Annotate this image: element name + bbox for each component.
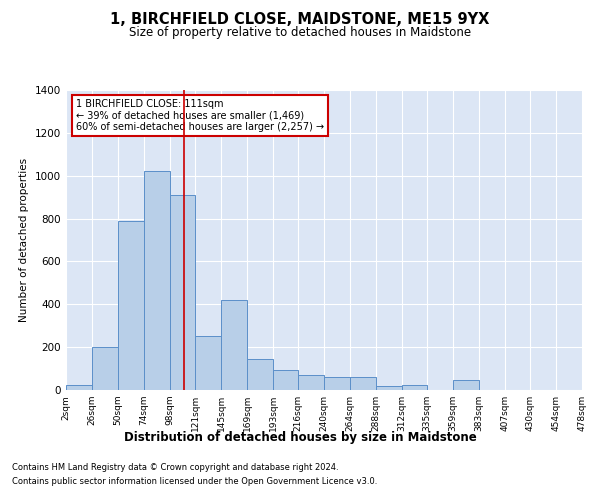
Bar (118, 220, 144, 390)
Bar (298, 375, 324, 390)
Text: 1 BIRCHFIELD CLOSE: 111sqm
← 39% of detached houses are smaller (1,469)
60% of s: 1 BIRCHFIELD CLOSE: 111sqm ← 39% of deta… (76, 99, 325, 132)
Bar (350, 377, 376, 390)
Bar (66, 384, 92, 390)
Bar (92, 347, 118, 390)
Y-axis label: Number of detached properties: Number of detached properties (19, 158, 29, 322)
Bar (402, 384, 427, 390)
Bar (273, 370, 298, 390)
Bar (453, 380, 479, 390)
Bar (221, 300, 247, 390)
Bar (170, 195, 195, 390)
Bar (144, 172, 170, 390)
Text: Contains public sector information licensed under the Open Government Licence v3: Contains public sector information licen… (12, 477, 377, 486)
Text: Distribution of detached houses by size in Maidstone: Distribution of detached houses by size … (124, 431, 476, 444)
Text: 1, BIRCHFIELD CLOSE, MAIDSTONE, ME15 9YX: 1, BIRCHFIELD CLOSE, MAIDSTONE, ME15 9YX (110, 12, 490, 28)
Text: Size of property relative to detached houses in Maidstone: Size of property relative to detached ho… (129, 26, 471, 39)
Text: Contains HM Land Registry data © Crown copyright and database right 2024.: Contains HM Land Registry data © Crown c… (12, 464, 338, 472)
Bar (195, 336, 221, 390)
Bar (247, 359, 273, 390)
Bar (376, 386, 402, 390)
Bar (324, 377, 350, 390)
